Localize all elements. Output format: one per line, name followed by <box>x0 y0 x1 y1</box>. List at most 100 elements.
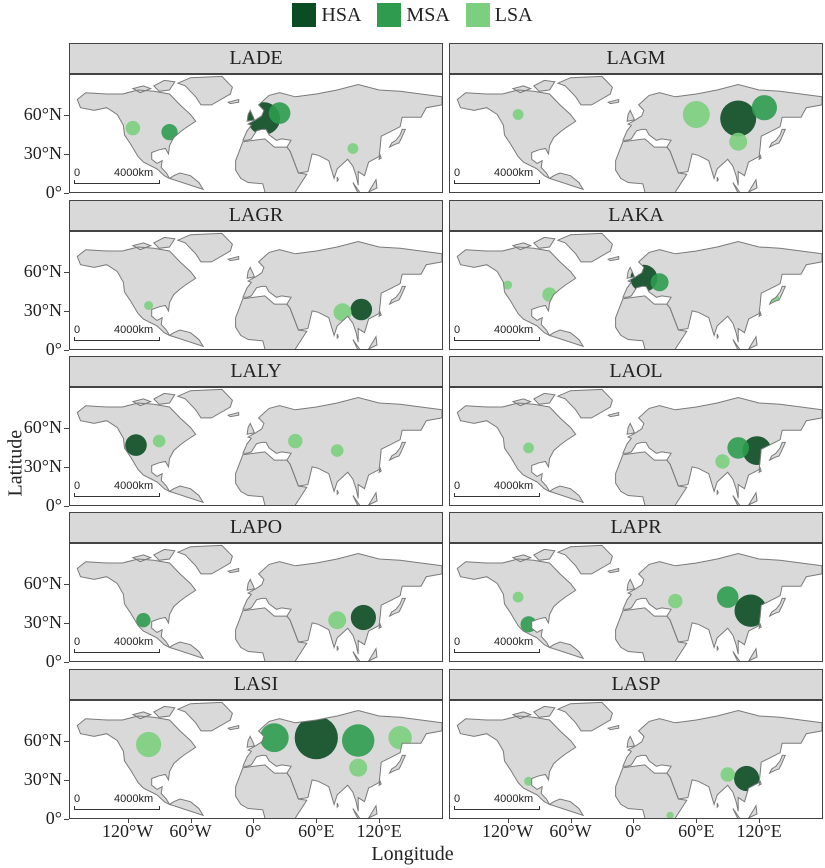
coastline <box>168 641 205 660</box>
x-tick-label: 60°E <box>298 821 335 841</box>
coastline <box>615 138 688 192</box>
map-area: 0 4000km <box>449 543 823 662</box>
suitability-area-low <box>512 109 524 120</box>
coastline <box>732 651 741 661</box>
coastline <box>235 295 308 349</box>
x-tick-mark <box>379 819 381 823</box>
coastline <box>748 647 758 661</box>
suitability-area-medium <box>650 273 669 292</box>
land-mass <box>549 330 584 347</box>
panel-title: LAKA <box>449 200 823 231</box>
world-map <box>76 701 442 818</box>
suitability-area-low <box>328 611 347 630</box>
world-map <box>456 544 822 661</box>
coastline <box>548 641 585 660</box>
land-mass <box>549 173 584 190</box>
land-mass <box>769 129 786 148</box>
coastline <box>456 402 577 493</box>
land-mass <box>549 486 584 503</box>
suitability-area-low <box>524 776 534 786</box>
map-area: 0 4000km <box>449 231 823 350</box>
scale-zero: 0 <box>74 636 81 648</box>
x-tick-label: 120°E <box>356 821 402 841</box>
world-map <box>456 232 822 349</box>
map-panel-laly: LALY 0 4000km <box>69 356 443 506</box>
x-tick-label: 60°E <box>678 821 715 841</box>
scale-line <box>454 337 540 341</box>
suitability-area-low <box>542 287 557 302</box>
y-tick-mark <box>64 780 69 781</box>
coastline <box>511 398 533 407</box>
coastline <box>152 236 176 249</box>
map-panel-lapr: LAPR 0 4000km <box>449 512 823 662</box>
map-area: 0 4000km <box>449 700 823 819</box>
coastline <box>456 246 577 337</box>
scale-zero: 0 <box>74 793 81 805</box>
coastline <box>168 798 205 817</box>
suitability-area-medium <box>342 724 375 757</box>
coastline <box>368 335 378 349</box>
coastline <box>456 89 577 180</box>
coastline <box>748 491 758 505</box>
coastline <box>352 651 361 661</box>
coastline <box>176 388 233 419</box>
land-mass <box>177 545 233 574</box>
coastline <box>532 392 556 405</box>
suitability-area-low <box>136 731 162 758</box>
coastline <box>76 246 197 337</box>
coastline <box>242 396 442 499</box>
suitability-area-low <box>349 758 368 777</box>
y-tick-mark <box>64 506 69 507</box>
coastline <box>176 232 233 263</box>
land-mass <box>622 397 822 499</box>
land-mass <box>169 799 204 816</box>
map-panel-lasp: LASP 0 4000km <box>449 669 823 819</box>
coastline <box>76 89 197 180</box>
coastline <box>352 808 361 818</box>
y-tick-label: 0° <box>45 182 62 202</box>
land-mass <box>242 84 442 186</box>
scale-distance: 4000km <box>494 167 534 179</box>
land-mass <box>169 486 204 503</box>
map-panel-lagr: LAGR 0 4000km <box>69 200 443 350</box>
scale-zero: 0 <box>74 480 81 492</box>
y-tick-label: 30°N <box>23 612 62 632</box>
scale-distance: 4000km <box>114 324 154 336</box>
land-mass <box>533 237 555 249</box>
land-mass <box>235 607 307 661</box>
panel-title: LAGM <box>449 43 823 74</box>
world-map <box>456 75 822 192</box>
coastline <box>226 98 240 105</box>
suitability-area-low <box>330 444 344 457</box>
land-mass <box>457 90 576 179</box>
scale-distance: 4000km <box>494 324 534 336</box>
coastline <box>758 153 762 161</box>
coastline <box>368 491 378 505</box>
land-mass <box>457 716 576 805</box>
x-tick-mark <box>316 819 318 823</box>
land-mass <box>177 76 233 105</box>
land-mass <box>557 545 613 574</box>
scale-line <box>74 493 160 497</box>
scale-line <box>74 180 160 184</box>
suitability-area-medium <box>268 102 291 124</box>
suitability-area-medium <box>716 586 739 608</box>
coastline <box>732 495 741 505</box>
land-mass <box>533 393 555 405</box>
coastline <box>336 176 339 183</box>
coastline <box>246 422 256 435</box>
coastline <box>336 489 339 496</box>
coastline <box>226 567 240 574</box>
suitability-area-low <box>666 811 674 818</box>
land-mass <box>533 549 555 561</box>
coastline <box>622 240 822 343</box>
scale-distance: 4000km <box>114 480 154 492</box>
coastline <box>226 411 240 418</box>
x-tick-mark <box>253 819 255 823</box>
world-map <box>76 75 442 192</box>
world-map <box>456 701 822 818</box>
land-mass <box>557 76 613 105</box>
coastline <box>716 333 719 340</box>
y-tick-label: 60°N <box>23 730 62 750</box>
coastline <box>76 558 197 649</box>
